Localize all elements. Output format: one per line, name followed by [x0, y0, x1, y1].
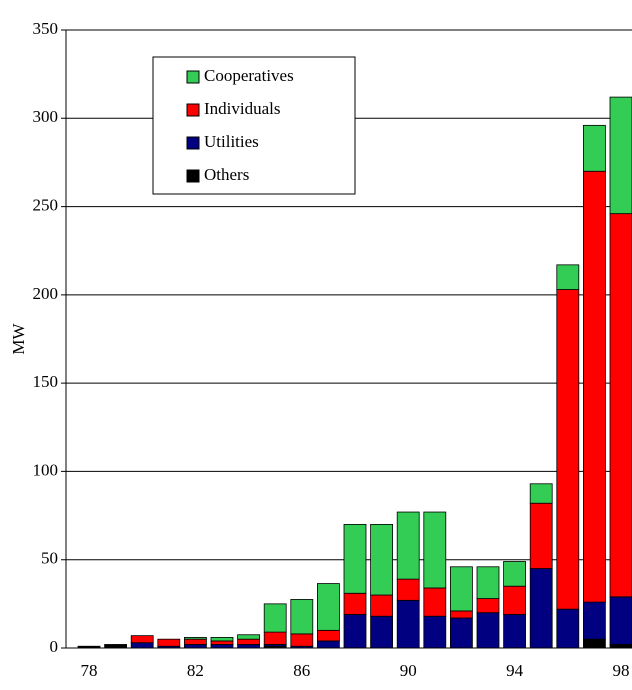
bar-segment: [343, 524, 367, 594]
legend-label: Individuals: [204, 99, 281, 118]
bar-segment: [423, 615, 447, 649]
x-tick-label: 98: [613, 661, 630, 680]
bar-segment: [423, 587, 447, 617]
bar-segment: [370, 594, 394, 617]
bar-segment: [237, 634, 261, 640]
y-tick-label: 50: [41, 549, 58, 568]
bar-segment: [449, 617, 473, 649]
bar-segment: [290, 599, 314, 635]
bar-segment: [104, 644, 127, 649]
bar-segment: [583, 170, 606, 603]
bar-segment: [423, 511, 447, 589]
legend-label: Cooperatives: [204, 66, 294, 85]
bar-segment: [556, 608, 580, 649]
bar-segment: [529, 502, 553, 569]
legend-swatch: [186, 103, 200, 117]
y-tick-label: 0: [50, 637, 59, 656]
bar-segment: [316, 583, 340, 631]
bar-segment: [583, 124, 606, 172]
y-tick-label: 150: [33, 372, 59, 391]
bar-segment: [130, 642, 154, 649]
bar-segment: [396, 578, 420, 601]
bar-segment: [237, 644, 261, 649]
x-tick-label: 82: [187, 661, 204, 680]
bar-segment: [609, 596, 632, 645]
bar-segment: [476, 566, 500, 599]
legend-swatch: [186, 70, 200, 84]
bar-segment: [263, 631, 287, 645]
bar-segment: [476, 612, 500, 649]
y-tick-label: 100: [33, 460, 59, 479]
bar-segment: [396, 511, 420, 580]
bar-segment: [183, 637, 207, 640]
bar-segment: [263, 603, 287, 633]
bar-segment: [396, 599, 420, 649]
x-tick-label: 90: [400, 661, 417, 680]
bar-segment: [556, 289, 580, 610]
bar-segment: [503, 585, 527, 615]
bar-segment: [583, 638, 606, 649]
bar-segment: [449, 610, 473, 619]
y-tick-label: 200: [33, 284, 59, 303]
legend-swatch: [186, 169, 200, 183]
bar-segment: [237, 638, 261, 645]
bar-segment: [609, 644, 632, 649]
y-tick-label: 300: [33, 107, 59, 126]
x-tick-label: 86: [293, 661, 310, 680]
bar-segment: [476, 598, 500, 614]
bar-segment: [449, 566, 473, 612]
bar-segment: [609, 213, 632, 598]
bar-segment: [183, 638, 207, 645]
bar-segment: [556, 264, 580, 290]
bar-segment: [343, 592, 367, 615]
bar-segment: [343, 614, 367, 649]
y-axis-label: MW: [9, 322, 28, 354]
legend-label: Utilities: [204, 132, 259, 151]
bar-segment: [529, 483, 553, 504]
bar-segment: [583, 601, 606, 640]
bar-segment: [157, 638, 181, 647]
bar-segment: [609, 96, 632, 215]
bar-segment: [503, 561, 527, 587]
bar-segment: [529, 568, 553, 649]
y-tick-label: 350: [33, 19, 59, 38]
bar-segment: [290, 633, 314, 647]
x-tick-label: 78: [81, 661, 98, 680]
bar-segment: [370, 615, 394, 649]
bar-segment: [370, 524, 394, 596]
bar-segment: [316, 629, 340, 642]
bar-segment: [130, 635, 154, 644]
bar-segment: [183, 644, 207, 649]
bar-segment: [210, 644, 234, 649]
legend-swatch: [186, 136, 200, 150]
bar-segment: [503, 614, 527, 649]
legend-label: Others: [204, 165, 249, 184]
x-tick-label: 94: [506, 661, 524, 680]
bar-segment: [316, 640, 340, 649]
y-tick-label: 250: [33, 195, 59, 214]
bar-segment: [210, 637, 234, 642]
bar-segment: [210, 640, 234, 645]
